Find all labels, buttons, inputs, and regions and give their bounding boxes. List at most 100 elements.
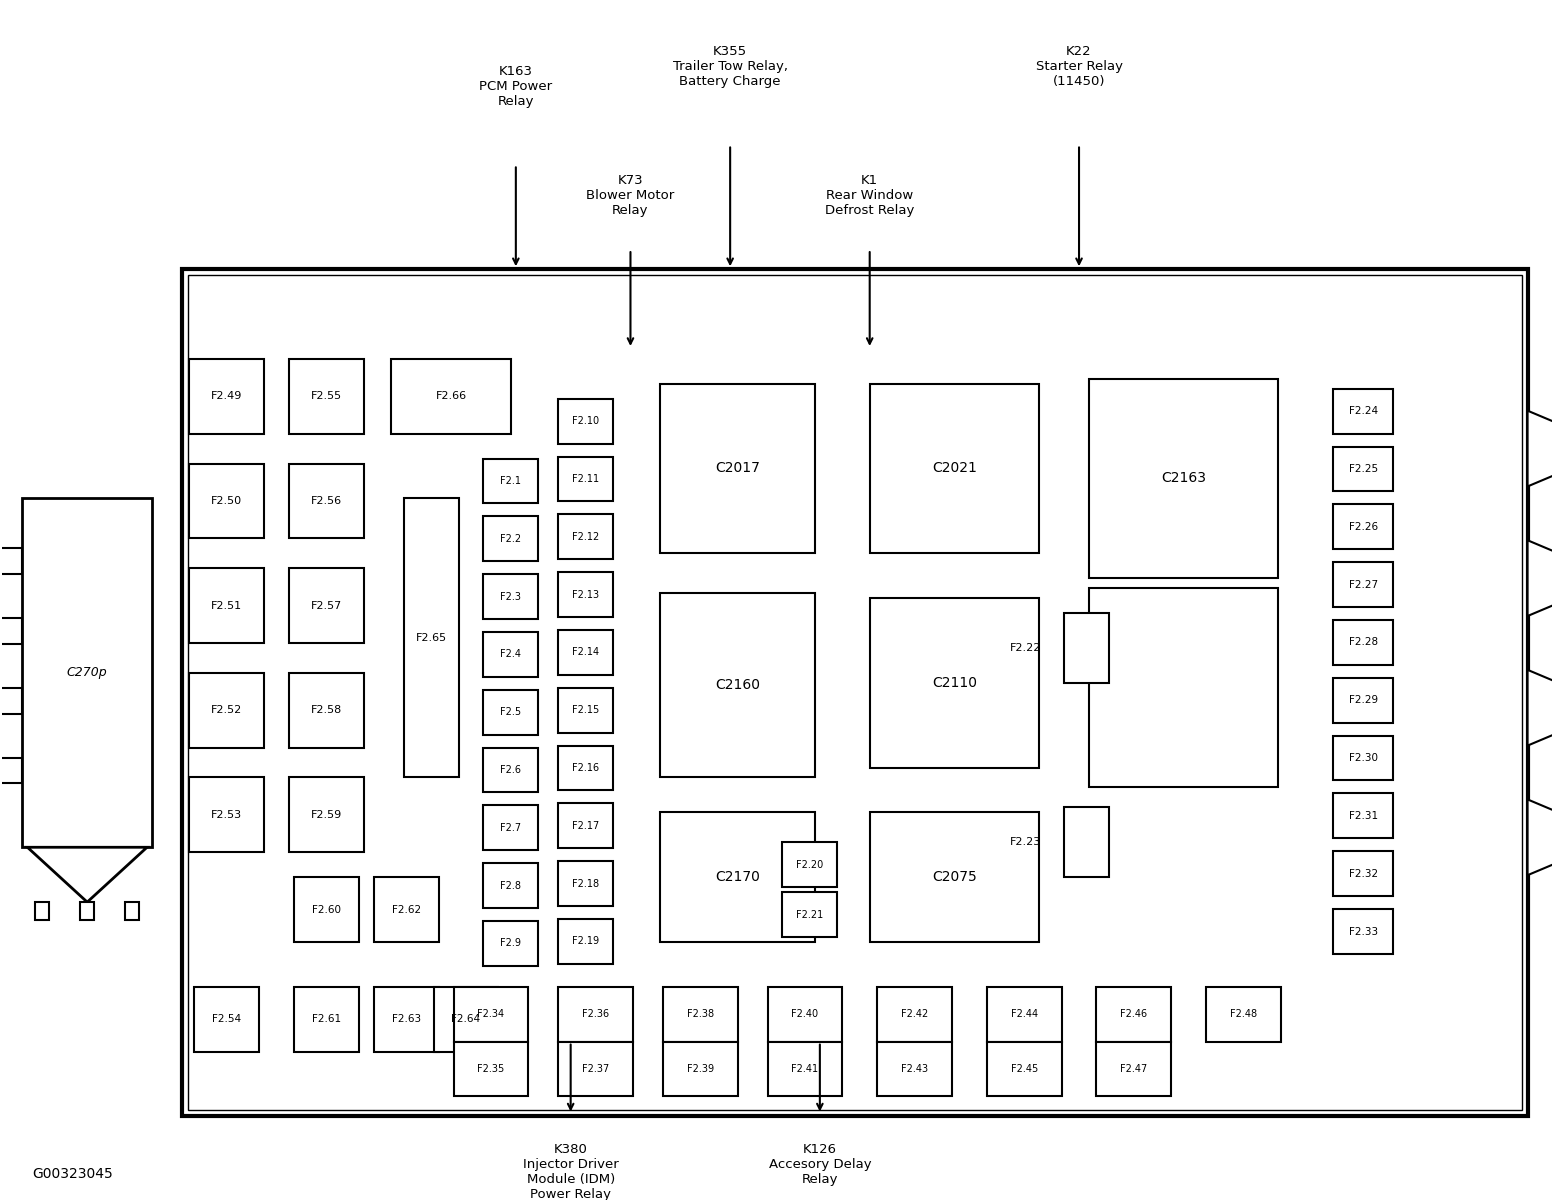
Bar [558,804,612,848]
Bar [664,986,738,1042]
Polygon shape [1528,410,1554,486]
Text: F2.3: F2.3 [500,592,521,601]
Polygon shape [28,847,148,902]
Text: F2.6: F2.6 [500,766,521,775]
Text: F2.7: F2.7 [500,823,522,833]
Bar [434,986,499,1051]
Polygon shape [0,757,22,784]
Text: F2.47: F2.47 [1120,1064,1147,1074]
Text: F2.37: F2.37 [581,1064,609,1074]
Text: F2.23: F2.23 [1010,838,1041,847]
Bar [1333,910,1392,954]
Text: F2.54: F2.54 [213,1014,241,1025]
Text: F2.34: F2.34 [477,1009,505,1019]
Text: F2.16: F2.16 [572,763,600,773]
Text: F2.26: F2.26 [1349,522,1378,532]
Text: G00323045: G00323045 [33,1168,113,1181]
Text: F2.48: F2.48 [1229,1009,1257,1019]
Bar [768,986,842,1042]
Bar [483,805,538,851]
Bar [1333,678,1392,722]
Text: K163
PCM Power
Relay: K163 PCM Power Relay [479,65,552,108]
Polygon shape [0,688,22,714]
Bar [190,673,264,748]
Text: F2.63: F2.63 [392,1014,421,1025]
Bar [870,598,1040,768]
Text: F2.22: F2.22 [1010,643,1041,653]
Bar [660,384,814,553]
Bar [392,359,511,433]
Bar [188,275,1521,1110]
Text: F2.32: F2.32 [1349,869,1378,878]
Bar [664,1042,738,1097]
Text: F2.39: F2.39 [687,1064,713,1074]
Bar [558,986,632,1042]
Bar [1097,1042,1172,1097]
Bar [483,516,538,562]
Bar [660,812,814,942]
Text: F2.8: F2.8 [500,881,521,890]
Bar [558,515,612,559]
Text: F2.1: F2.1 [500,476,521,486]
Bar [289,673,364,748]
Bar [1064,808,1110,877]
Bar [1333,562,1392,607]
Bar [558,398,612,444]
Bar [783,892,838,937]
Bar [558,919,612,964]
Text: F2.17: F2.17 [572,821,600,830]
Text: F2.58: F2.58 [311,706,342,715]
Bar [483,690,538,734]
Bar [876,1042,953,1097]
Text: F2.20: F2.20 [796,859,824,870]
Bar [783,842,838,887]
Text: C2110: C2110 [932,676,977,690]
Text: F2.14: F2.14 [572,648,600,658]
Bar [558,745,612,791]
Bar [81,902,95,920]
Text: F2.35: F2.35 [477,1064,505,1074]
Text: F2.55: F2.55 [311,391,342,401]
Polygon shape [0,618,22,644]
Text: F2.65: F2.65 [415,632,446,643]
Bar [1333,446,1392,492]
Text: F2.28: F2.28 [1349,637,1378,648]
Bar [1206,986,1280,1042]
Text: F2.9: F2.9 [500,938,521,948]
Text: C2170: C2170 [715,870,760,884]
Bar [483,748,538,792]
Text: F2.33: F2.33 [1349,926,1378,936]
Text: C2075: C2075 [932,870,977,884]
Text: F2.12: F2.12 [572,532,600,541]
Bar [558,572,612,617]
Text: F2.62: F2.62 [392,905,421,914]
Polygon shape [1528,799,1554,875]
Bar [22,498,152,847]
Bar [483,458,538,503]
Bar [454,986,528,1042]
Bar [454,1042,528,1097]
Bar [870,384,1040,553]
Bar [876,986,953,1042]
Text: F2.40: F2.40 [791,1009,819,1019]
Bar [190,359,264,433]
Text: F2.2: F2.2 [500,534,522,544]
Bar [483,922,538,966]
Bar [558,688,612,733]
Text: C2160: C2160 [715,678,760,692]
Text: F2.52: F2.52 [211,706,242,715]
Text: K22
Starter Relay
(11450): K22 Starter Relay (11450) [1035,44,1122,88]
Text: F2.59: F2.59 [311,810,342,820]
Text: K380
Injector Driver
Module (IDM)
Power Relay: K380 Injector Driver Module (IDM) Power … [522,1144,618,1200]
Bar [558,630,612,674]
Bar [1064,613,1110,683]
Bar [289,568,364,643]
Bar [404,498,458,778]
Text: F2.57: F2.57 [311,600,342,611]
Text: F2.41: F2.41 [791,1064,819,1074]
Text: F2.64: F2.64 [452,1014,480,1025]
Bar [1333,504,1392,550]
Text: C270p: C270p [67,666,107,679]
Polygon shape [1528,670,1554,745]
Text: F2.25: F2.25 [1349,464,1378,474]
